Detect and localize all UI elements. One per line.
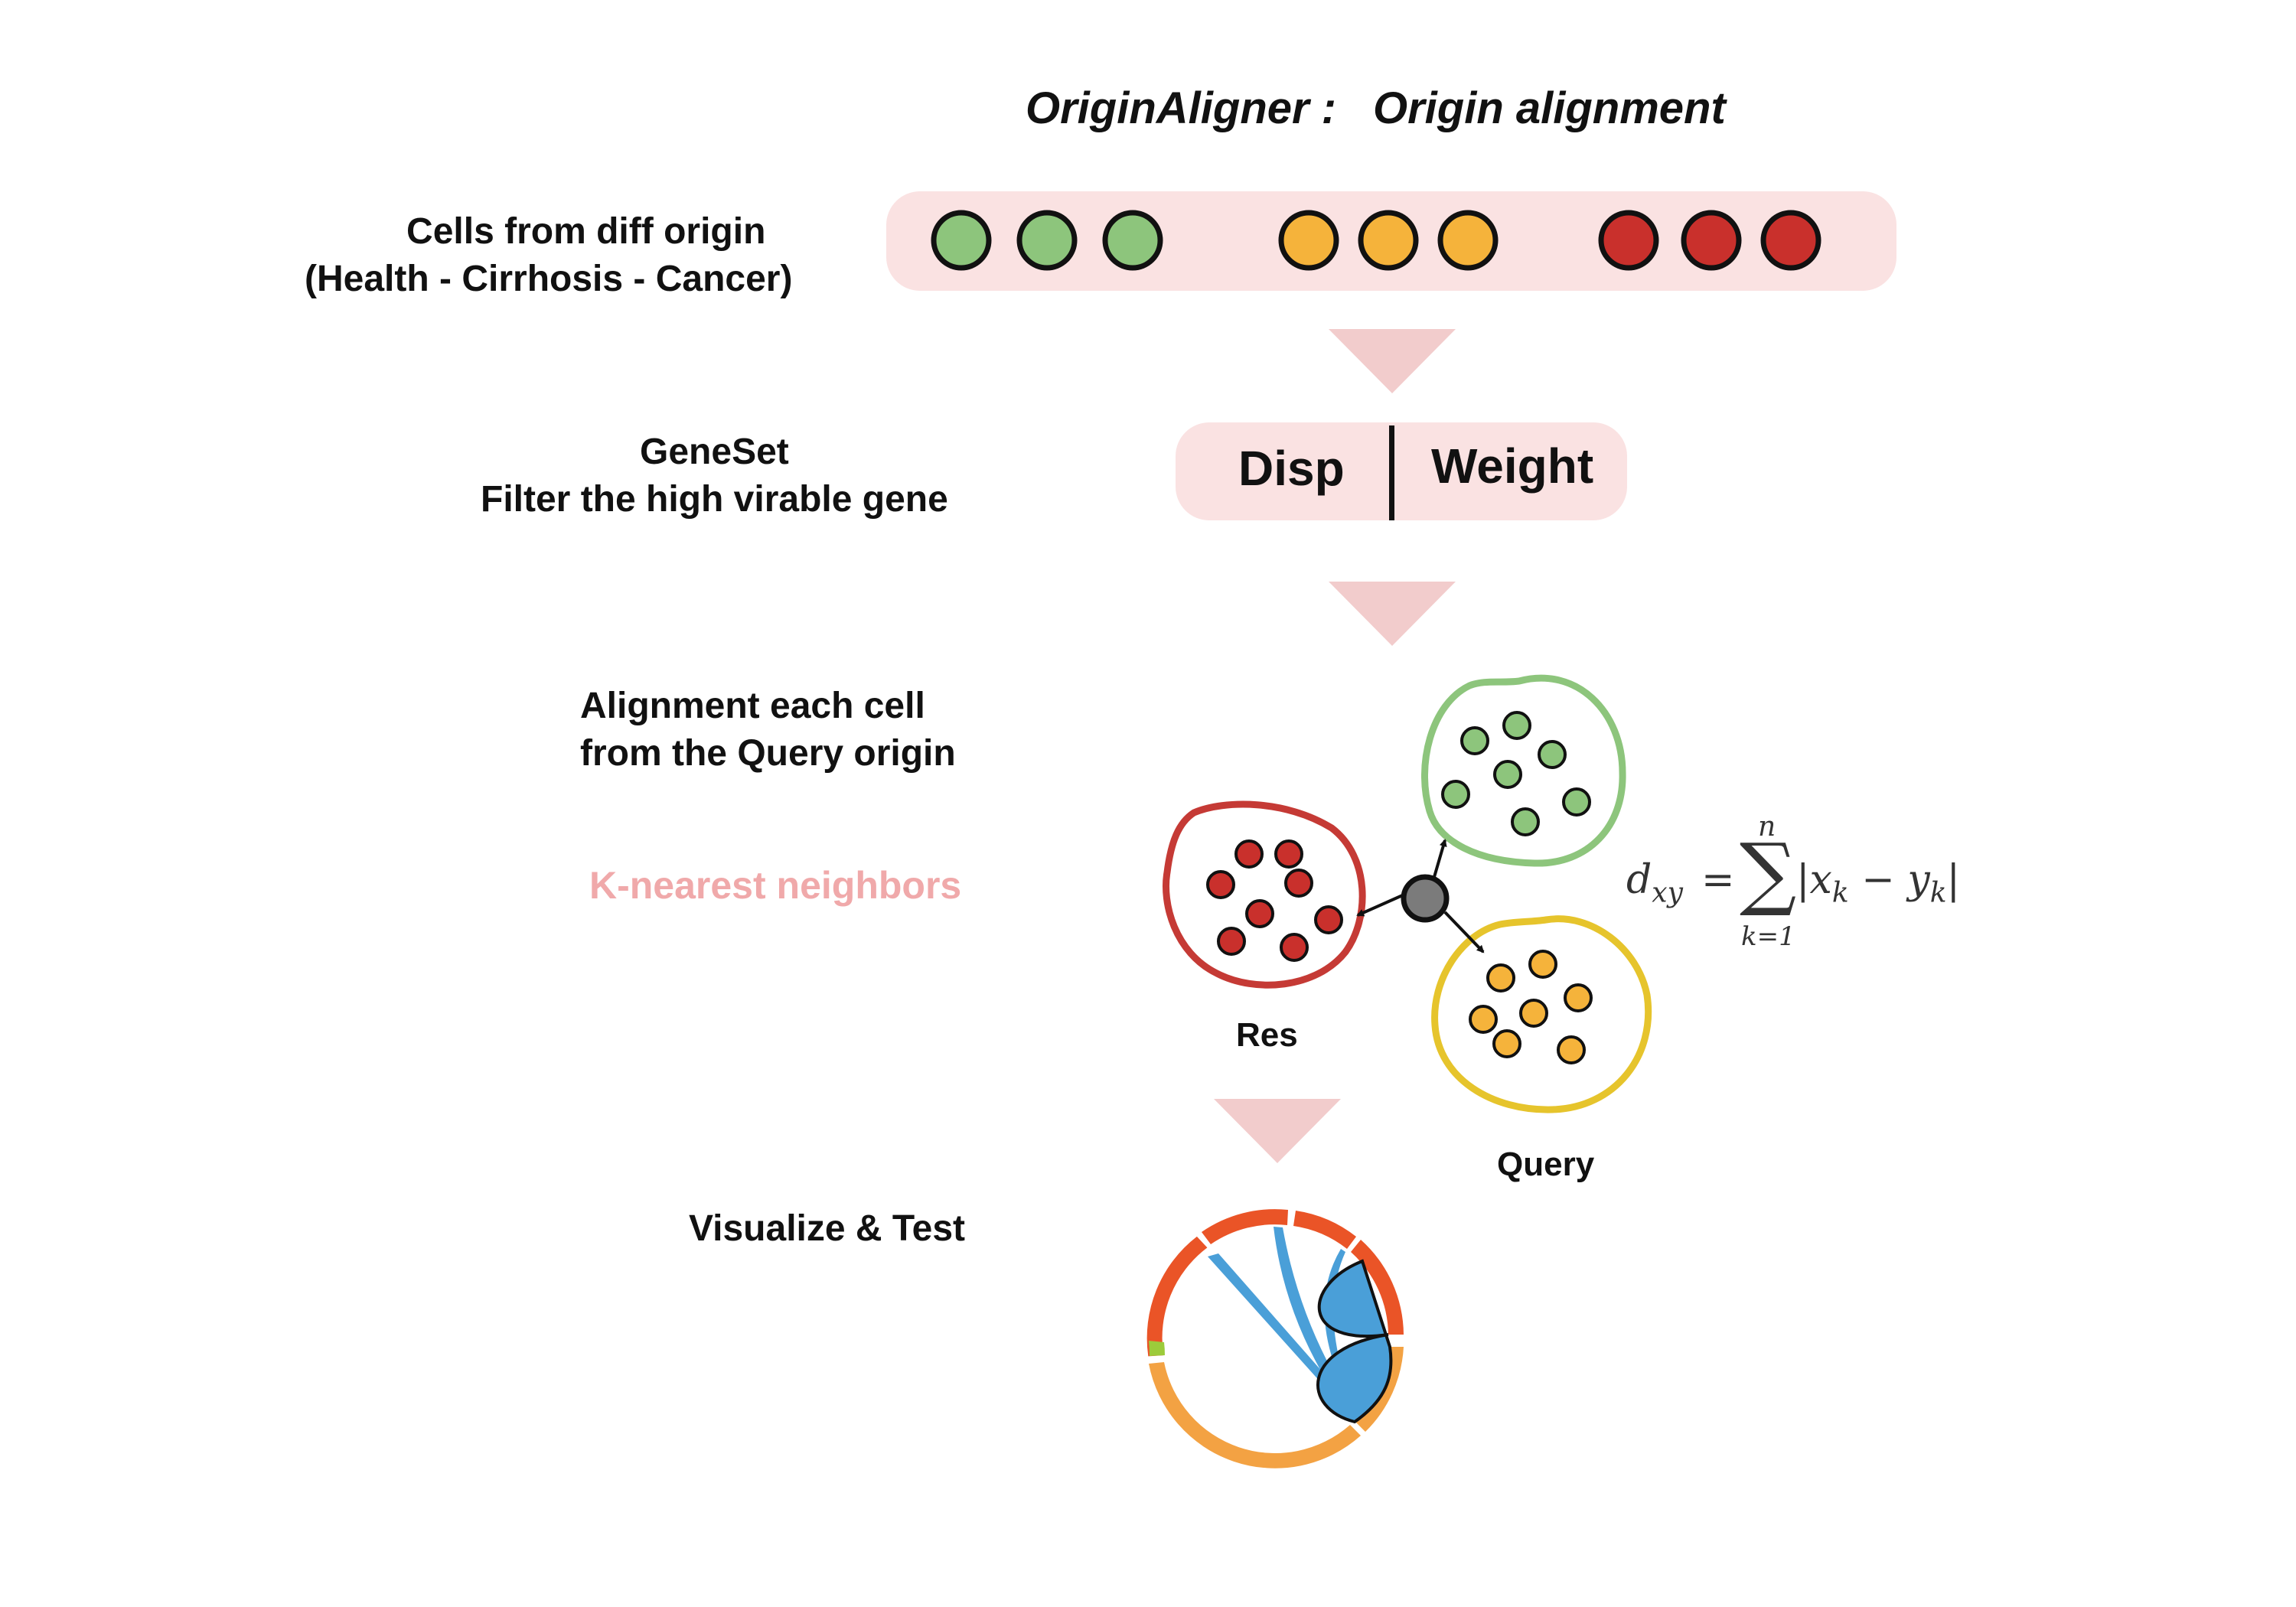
formula-sum-bottom: k=1: [1741, 921, 1795, 952]
title-tool-name: OriginAligner :: [1026, 83, 1336, 133]
step1-line1: Cells from diff origin: [406, 211, 766, 252]
diagram-title: OriginAligner : Origin alignment: [1026, 83, 1726, 134]
yellow-cluster-cells: [1469, 950, 1593, 1064]
disp-label: Disp: [1238, 441, 1345, 496]
down-arrow-2: [1329, 582, 1456, 646]
step4-label: Visualize & Test: [689, 1208, 966, 1249]
step3-line1: Alignment each cell: [580, 686, 925, 726]
geneset-box: [1176, 422, 1627, 520]
cancer-cells: [1598, 210, 1821, 271]
step1-label: Cells from diff origin (Health - Cirrhos…: [305, 208, 792, 304]
res-label: Res: [1236, 1016, 1298, 1054]
step3-label: Alignment each cell from the Query origi…: [580, 683, 956, 778]
manhattan-distance-formula: dxy = n ∑ k=1 |xk − yk|: [1626, 811, 1963, 964]
ring-segment-red-topright: [1293, 1211, 1356, 1249]
red-cluster-outline: [1163, 800, 1366, 989]
green-cluster-outline: [1421, 674, 1626, 867]
step3-line2: from the Query origin: [580, 733, 956, 774]
down-arrow-1: [1329, 329, 1456, 393]
cirrhosis-cells: [1278, 210, 1499, 271]
formula-equals: =: [1701, 857, 1735, 903]
formula-body: |xk − yk|: [1796, 857, 1961, 909]
yellow-cluster-outline: [1431, 915, 1652, 1113]
formula-lhs: dxy: [1626, 857, 1683, 909]
health-cells: [931, 210, 1163, 271]
title-description: Origin alignment: [1373, 83, 1726, 133]
step1-line2: (Health - Cirrhosis - Cancer): [305, 259, 793, 300]
ring-segment-red-large: [1146, 1236, 1208, 1357]
query-point: [1401, 874, 1450, 923]
red-cluster-cells: [1206, 839, 1343, 962]
chord-top: [1274, 1227, 1361, 1422]
formula-sum-top: n: [1758, 811, 1776, 843]
chord-diagram: [1146, 1209, 1404, 1468]
geneset-divider: [1389, 425, 1394, 520]
formula-sigma: ∑: [1740, 826, 1797, 919]
down-arrow-3: [1214, 1099, 1341, 1163]
step2-line2: Filter the high virable gene: [481, 479, 948, 520]
step2-label: GeneSet Filter the high virable gene: [481, 429, 948, 524]
step2-line1: GeneSet: [640, 432, 789, 472]
ring-segment-orange-bottom: [1149, 1362, 1361, 1468]
chord-wide: [1316, 1259, 1393, 1424]
weight-label: Weight: [1431, 438, 1594, 494]
green-cluster-cells: [1441, 711, 1591, 836]
ring-segment-green: [1149, 1341, 1165, 1356]
ring-segment-red-top: [1202, 1209, 1288, 1244]
query-label: Query: [1497, 1146, 1595, 1183]
knn-method-label: K-nearest neighbors: [589, 864, 962, 907]
